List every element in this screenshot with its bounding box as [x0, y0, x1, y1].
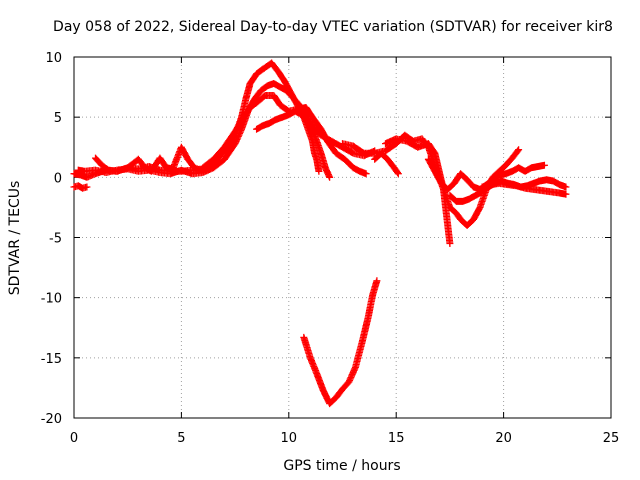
series-markers [253, 107, 334, 181]
x-tick-label: 25 [603, 431, 620, 446]
series-markers [478, 179, 570, 198]
series-track-b [74, 80, 379, 178]
axis-ticks: 0 5 10 15 20 25 -20 -15 -10 -5 0 5 10 [41, 51, 620, 446]
y-tick-label: -20 [41, 412, 62, 427]
y-tick-label: -5 [49, 232, 62, 247]
y-tick-label: -15 [41, 352, 62, 367]
series-markers [199, 92, 370, 178]
x-tick-label: 10 [281, 431, 298, 446]
series-markers [382, 135, 454, 247]
y-tick-label: 0 [54, 171, 62, 186]
plot-frame [73, 56, 612, 419]
y-tick-label: 5 [54, 111, 62, 126]
x-tick-label: 20 [495, 431, 512, 446]
grid [74, 57, 611, 418]
series-track-d [70, 182, 91, 192]
series-track-a [70, 59, 323, 181]
series-markers [92, 143, 207, 175]
series-track-m [300, 277, 381, 408]
x-tick-label: 0 [70, 431, 78, 446]
x-axis-label: GPS time / hours [283, 458, 400, 474]
series-markers [74, 80, 379, 178]
series-markers [371, 149, 402, 178]
data-markers [70, 59, 570, 408]
series-track-i [371, 149, 402, 178]
y-tick-label: 10 [45, 51, 62, 66]
series-track-f [253, 107, 334, 181]
series-markers [70, 59, 323, 181]
x-tick-label: 15 [388, 431, 405, 446]
series-track-c [92, 143, 207, 175]
x-tick-label: 5 [177, 431, 185, 446]
series-markers [300, 277, 381, 408]
series-track-l [478, 179, 570, 198]
series-track-h [382, 135, 454, 247]
y-tick-label: -10 [41, 292, 62, 307]
series-track-e [199, 92, 370, 178]
y-axis-label: SDTVAR / TECUs [7, 181, 23, 296]
series-markers [70, 182, 91, 192]
chart-title: Day 058 of 2022, Sidereal Day-to-day VTE… [53, 19, 613, 35]
